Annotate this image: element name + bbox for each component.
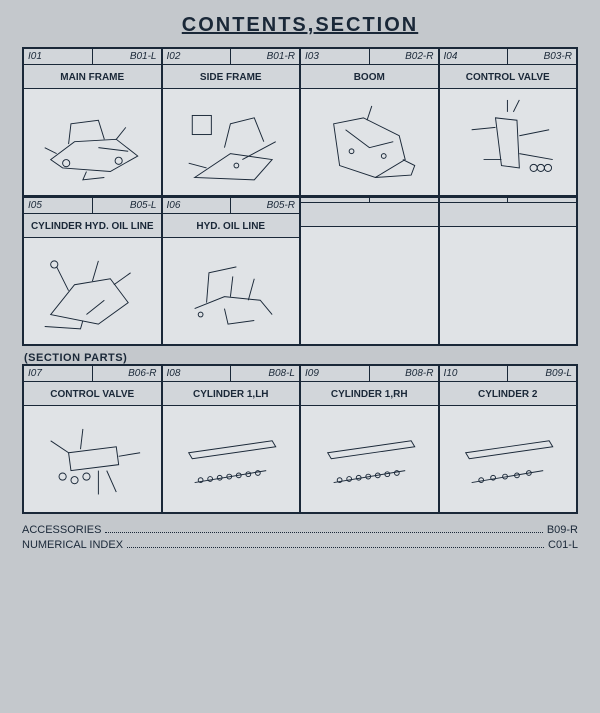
cell-code-left: I10 <box>440 366 509 381</box>
cell-code-right: B08-R <box>370 366 438 381</box>
section-parts-label: (SECTION PARTS) <box>24 352 578 364</box>
diagram-thumb <box>163 238 300 344</box>
diagram-thumb <box>163 89 300 195</box>
footer-code: C01-L <box>548 539 578 551</box>
cell-label: SIDE FRAME <box>163 65 300 89</box>
cell-label: CYLINDER 1,LH <box>163 382 300 406</box>
cell-cylinder-1-rh: I09 B08-R CYLINDER 1,RH <box>300 365 439 513</box>
cell-cyl-hyd-oil-line: I05 B05-L CYLINDER HYD. OIL LINE <box>23 197 162 345</box>
cell-empty <box>439 197 578 345</box>
cell-code-right: B03-R <box>508 49 576 64</box>
cell-boom: I03 B02-R BOOM <box>300 48 439 196</box>
cell-code-right: B01-L <box>93 49 161 64</box>
footer-label: NUMERICAL INDEX <box>22 539 123 551</box>
diagram-thumb <box>301 406 438 512</box>
cell-label: CONTROL VALVE <box>24 382 161 406</box>
page-title: CONTENTS,SECTION <box>22 14 578 37</box>
footer-dots <box>105 532 542 533</box>
cell-label: CYLINDER 1,RH <box>301 382 438 406</box>
cell-code-left: I06 <box>163 198 232 213</box>
diagram-thumb <box>163 406 300 512</box>
cell-code-left: I02 <box>163 49 232 64</box>
cell-side-frame: I02 B01-R SIDE FRAME <box>162 48 301 196</box>
diagram-thumb <box>440 89 577 195</box>
cell-code-left: I07 <box>24 366 93 381</box>
cell-label: BOOM <box>301 65 438 89</box>
contents-grid-row3: I07 B06-R CONTROL VALVE I08 B08-L CYLIND… <box>22 364 578 514</box>
footer-row-accessories: ACCESSORIES B09-R <box>22 524 578 536</box>
contents-grid-row2: I05 B05-L CYLINDER HYD. OIL LINE I06 B05… <box>22 197 578 346</box>
cell-code-left: I04 <box>440 49 509 64</box>
diagram-thumb <box>24 238 161 344</box>
footer-code: B09-R <box>547 524 578 536</box>
cell-label: CONTROL VALVE <box>440 65 577 89</box>
diagram-thumb <box>24 406 161 512</box>
cell-empty <box>300 197 439 345</box>
cell-code-right: B02-R <box>370 49 438 64</box>
cell-control-valve: I04 B03-R CONTROL VALVE <box>439 48 578 196</box>
cell-code-right: B05-R <box>231 198 299 213</box>
cell-label: MAIN FRAME <box>24 65 161 89</box>
cell-cylinder-2: I10 B09-L CYLINDER 2 <box>439 365 578 513</box>
cell-code-right: B01-R <box>231 49 299 64</box>
cell-cylinder-1-lh: I08 B08-L CYLINDER 1,LH <box>162 365 301 513</box>
cell-code-left: I03 <box>301 49 370 64</box>
cell-code-left: I08 <box>163 366 232 381</box>
cell-code-right: B05-L <box>93 198 161 213</box>
contents-grid-row1: I01 B01-L MAIN FRAME I02 B01-R SIDE FRAM… <box>22 47 578 197</box>
cell-code-right: B08-L <box>231 366 299 381</box>
cell-code-left: I05 <box>24 198 93 213</box>
cell-code-left: I01 <box>24 49 93 64</box>
footer-dots <box>127 547 544 548</box>
cell-label: CYLINDER HYD. OIL LINE <box>24 214 161 238</box>
footer-row-numerical-index: NUMERICAL INDEX C01-L <box>22 539 578 551</box>
diagram-thumb <box>24 89 161 195</box>
cell-label: CYLINDER 2 <box>440 382 577 406</box>
footer: ACCESSORIES B09-R NUMERICAL INDEX C01-L <box>22 524 578 551</box>
cell-code-right: B09-L <box>508 366 576 381</box>
footer-label: ACCESSORIES <box>22 524 101 536</box>
cell-code-left: I09 <box>301 366 370 381</box>
cell-control-valve-2: I07 B06-R CONTROL VALVE <box>23 365 162 513</box>
diagram-thumb <box>440 406 577 512</box>
diagram-thumb <box>301 89 438 195</box>
cell-hyd-oil-line: I06 B05-R HYD. OIL LINE <box>162 197 301 345</box>
cell-main-frame: I01 B01-L MAIN FRAME <box>23 48 162 196</box>
cell-label: HYD. OIL LINE <box>163 214 300 238</box>
cell-code-right: B06-R <box>93 366 161 381</box>
